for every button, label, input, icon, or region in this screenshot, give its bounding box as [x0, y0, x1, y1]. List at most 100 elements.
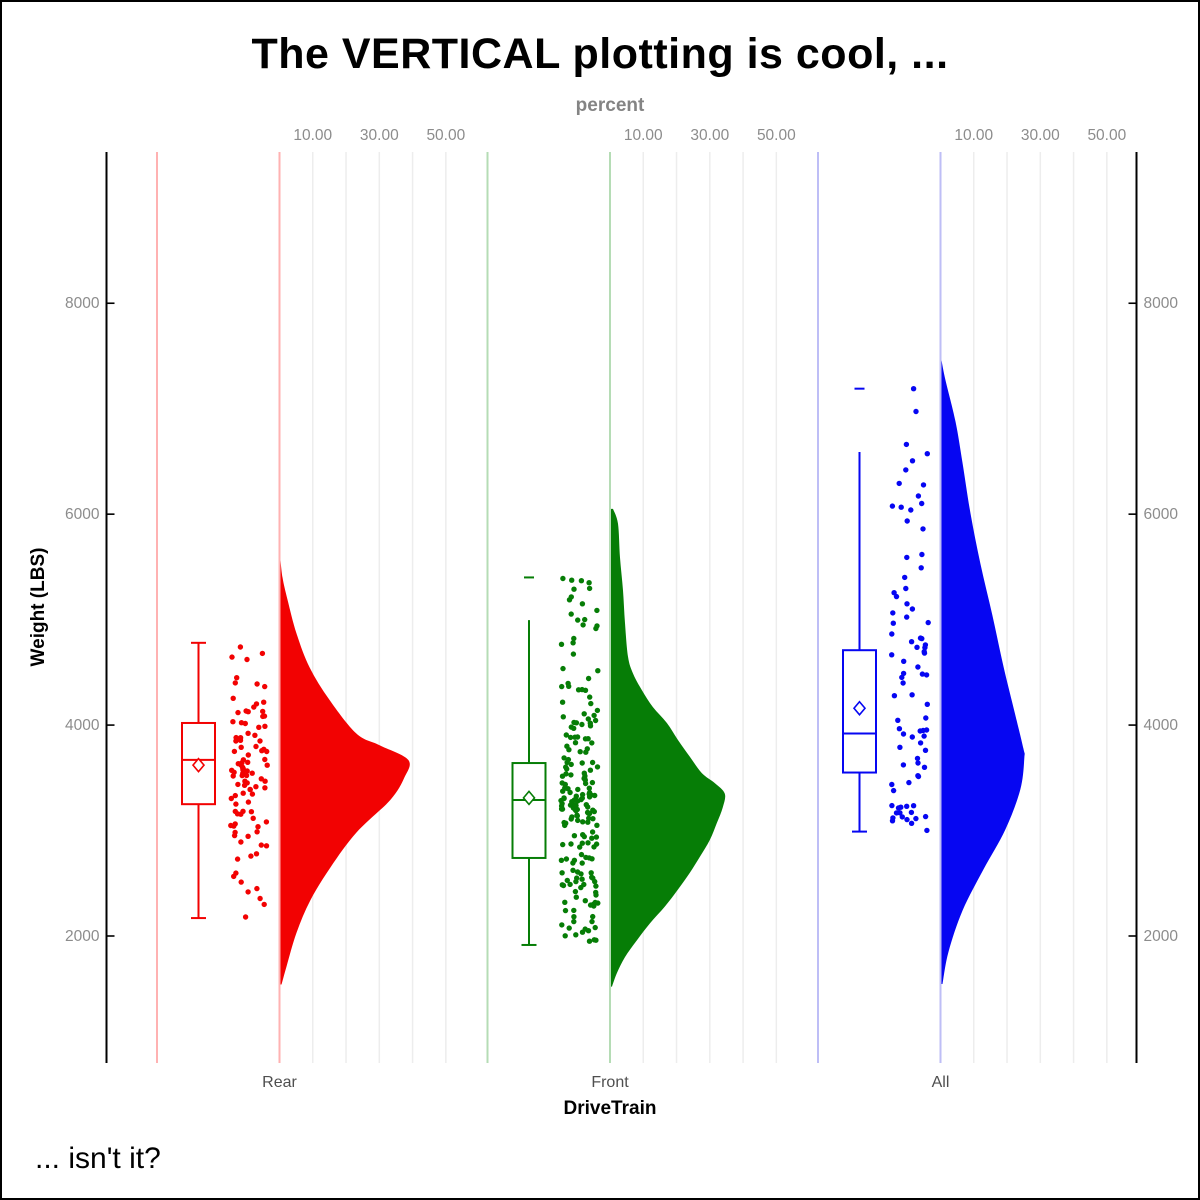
data-point-all [909, 458, 916, 464]
data-point-rear [240, 757, 247, 763]
data-point-rear [245, 730, 251, 736]
percent-tick-label: 10.00 [293, 127, 332, 144]
data-point-all [904, 601, 910, 607]
data-point-all [893, 810, 900, 816]
data-point-front [594, 764, 601, 770]
data-point-rear [231, 748, 238, 755]
data-point-rear [245, 752, 251, 758]
y-tick-label-left: 2000 [65, 928, 100, 945]
data-point-front [566, 597, 573, 603]
data-point-rear [260, 708, 266, 715]
data-point-front [573, 932, 579, 938]
percent-tick-label: 30.00 [690, 127, 729, 144]
data-point-rear [262, 756, 268, 763]
data-point-front [574, 869, 581, 875]
data-point-front [582, 616, 588, 623]
data-point-front [559, 683, 565, 690]
data-point-front [564, 759, 570, 766]
data-point-front [575, 817, 581, 824]
data-point-front [572, 888, 579, 895]
data-point-front [577, 844, 583, 850]
data-point-front [586, 815, 592, 821]
data-point-rear [245, 799, 252, 805]
data-point-all [910, 803, 917, 809]
data-point-rear [231, 832, 238, 839]
data-point-front [590, 816, 596, 822]
data-point-all [909, 606, 916, 612]
data-point-rear [234, 811, 241, 817]
data-point-all [895, 717, 901, 723]
data-point-all [908, 820, 915, 826]
data-point-all [889, 781, 895, 788]
data-point-front [594, 623, 600, 629]
data-point-all [917, 635, 924, 641]
data-point-front [571, 907, 577, 914]
data-point-front [563, 820, 569, 826]
mean-diamond [522, 790, 536, 806]
data-point-all [889, 631, 895, 637]
data-point-front [560, 665, 566, 672]
violin-all [940, 360, 1025, 984]
data-point-all [889, 652, 895, 658]
data-point-rear [245, 709, 251, 715]
data-point-all [896, 480, 902, 487]
data-point-rear [234, 675, 240, 681]
data-point-all [922, 813, 929, 820]
data-point-rear [261, 901, 267, 908]
data-point-all [915, 664, 921, 670]
data-point-rear [253, 743, 259, 750]
data-point-all [898, 504, 904, 510]
data-point-front [575, 798, 581, 804]
data-point-front [585, 716, 591, 722]
data-point-front [570, 860, 576, 866]
data-point-front [586, 580, 592, 586]
data-point-front [567, 881, 573, 888]
data-point-front [585, 810, 592, 816]
data-point-rear [245, 889, 251, 895]
data-point-front [563, 732, 569, 738]
data-point-front [589, 835, 595, 841]
category-label-front: Front [591, 1074, 629, 1091]
data-point-all [920, 526, 926, 532]
data-point-all [903, 585, 909, 592]
data-point-rear [252, 732, 258, 738]
data-point-all [923, 715, 929, 721]
percent-tick-label: 10.00 [954, 127, 993, 144]
data-point-front [573, 720, 580, 726]
data-point-front [581, 711, 587, 717]
data-point-front [572, 802, 579, 808]
data-point-front [592, 924, 598, 931]
data-point-front [565, 680, 571, 687]
data-point-all [915, 760, 921, 766]
data-point-all [901, 658, 907, 664]
data-point-all [904, 803, 910, 809]
data-point-all [914, 644, 920, 650]
top-axis-title: percent [575, 95, 645, 116]
y-tick-label-right: 8000 [1144, 295, 1179, 312]
data-point-all [921, 764, 928, 770]
data-point-rear [257, 738, 263, 744]
data-point-front [579, 601, 586, 607]
data-point-rear [261, 699, 267, 705]
data-point-rear [258, 842, 264, 848]
data-point-front [560, 882, 567, 889]
data-point-front [594, 707, 601, 714]
data-point-rear [242, 720, 248, 727]
data-point-front [590, 807, 596, 813]
data-point-front [586, 785, 592, 791]
data-point-rear [230, 695, 236, 701]
data-point-all [889, 818, 896, 824]
data-point-front [582, 898, 588, 904]
percent-tick-label: 30.00 [1021, 127, 1060, 144]
data-point-front [592, 717, 599, 724]
data-point-front [580, 622, 586, 628]
data-point-rear [253, 701, 260, 707]
data-point-all [909, 734, 915, 740]
data-point-rear [229, 654, 235, 660]
data-point-rear [250, 815, 256, 821]
data-point-all [890, 620, 896, 626]
data-point-front [580, 832, 586, 838]
data-point-front [580, 819, 586, 825]
data-point-front [568, 772, 574, 778]
